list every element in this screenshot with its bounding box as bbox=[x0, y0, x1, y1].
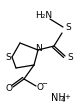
Text: NH: NH bbox=[51, 93, 65, 103]
Text: S: S bbox=[67, 53, 73, 61]
Text: 4: 4 bbox=[61, 96, 65, 102]
Text: O: O bbox=[37, 83, 44, 91]
Text: −: − bbox=[42, 81, 47, 87]
Text: S: S bbox=[5, 53, 11, 61]
Text: H₂N: H₂N bbox=[35, 12, 53, 20]
Text: +: + bbox=[64, 94, 70, 100]
Text: N: N bbox=[36, 43, 42, 53]
Text: O: O bbox=[5, 83, 13, 93]
Text: S: S bbox=[65, 22, 71, 32]
